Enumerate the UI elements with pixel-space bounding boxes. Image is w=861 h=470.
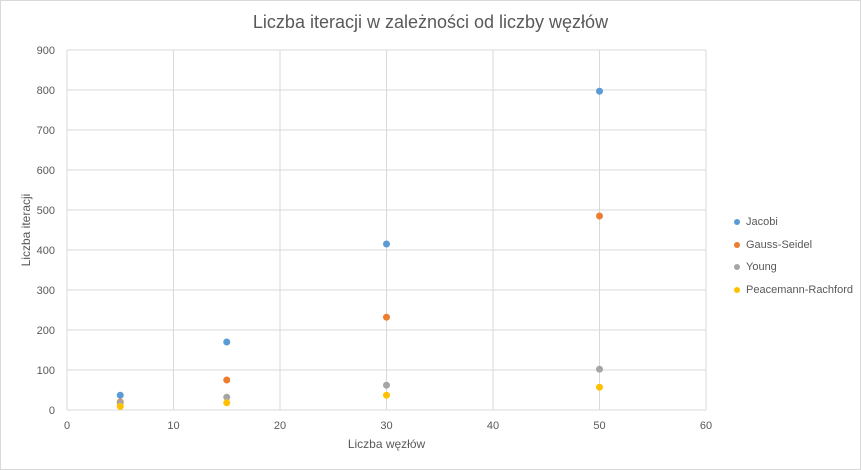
legend-label: Jacobi (746, 216, 778, 229)
x-tick-label: 0 (64, 420, 70, 432)
data-point (223, 338, 231, 346)
x-tick-label: 30 (380, 420, 392, 432)
legend-item: Young (734, 256, 853, 279)
legend-label: Young (746, 261, 777, 274)
data-point (223, 399, 231, 407)
y-tick-label: 600 (37, 165, 55, 177)
y-tick-label: 0 (49, 405, 55, 417)
x-axis-label: Liczba węzłów (348, 437, 426, 451)
gridlines (66, 49, 707, 411)
data-point (596, 383, 603, 391)
data-point (223, 393, 231, 401)
y-tick-label: 900 (37, 45, 55, 57)
data-point (223, 376, 231, 384)
y-tick-label: 700 (37, 125, 55, 137)
legend-item: Jacobi (734, 211, 853, 234)
legend-item: Peacemann-Rachford (734, 279, 853, 302)
y-tick-label: 400 (37, 245, 55, 257)
tick-labels: 0 100 200 300 400 500 600 700 800 900 0 10 20 30 40 50 6… (37, 45, 712, 432)
data-point (596, 212, 603, 220)
data-point (596, 87, 603, 95)
y-tick-label: 500 (37, 205, 55, 217)
chart-title: Liczba iteracji w zależności od liczby w… (252, 12, 609, 32)
x-tick-label: 10 (167, 420, 179, 432)
x-tick-label: 40 (487, 420, 499, 432)
legend-marker-icon (734, 286, 740, 293)
legend-marker-icon (734, 241, 740, 248)
legend-item: Gauss-Seidel (734, 234, 853, 257)
y-tick-label: 200 (37, 325, 55, 337)
legend-label: Gauss-Seidel (746, 238, 813, 251)
y-tick-label: 800 (37, 85, 55, 97)
legend-marker-icon (734, 264, 740, 271)
legend-label: Peacemann-Rachford (746, 283, 854, 296)
data-point (596, 365, 603, 373)
data-point (383, 391, 390, 399)
y-tick-label: 100 (37, 365, 55, 377)
legend: Jacobi Gauss-Seidel Young Peacemann-Rachfor… (734, 211, 853, 301)
data-point (383, 313, 390, 321)
legend-marker-icon (734, 219, 740, 226)
y-axis-label: Liczba iteracji (19, 194, 33, 267)
x-tick-label: 20 (274, 420, 286, 432)
y-tick-label: 300 (37, 285, 55, 297)
data-point (383, 240, 390, 248)
x-tick-label: 50 (593, 420, 605, 432)
data-points (116, 87, 603, 410)
data-point (383, 381, 390, 389)
data-point (116, 391, 124, 399)
x-tick-label: 60 (700, 420, 712, 432)
data-point (116, 402, 124, 410)
